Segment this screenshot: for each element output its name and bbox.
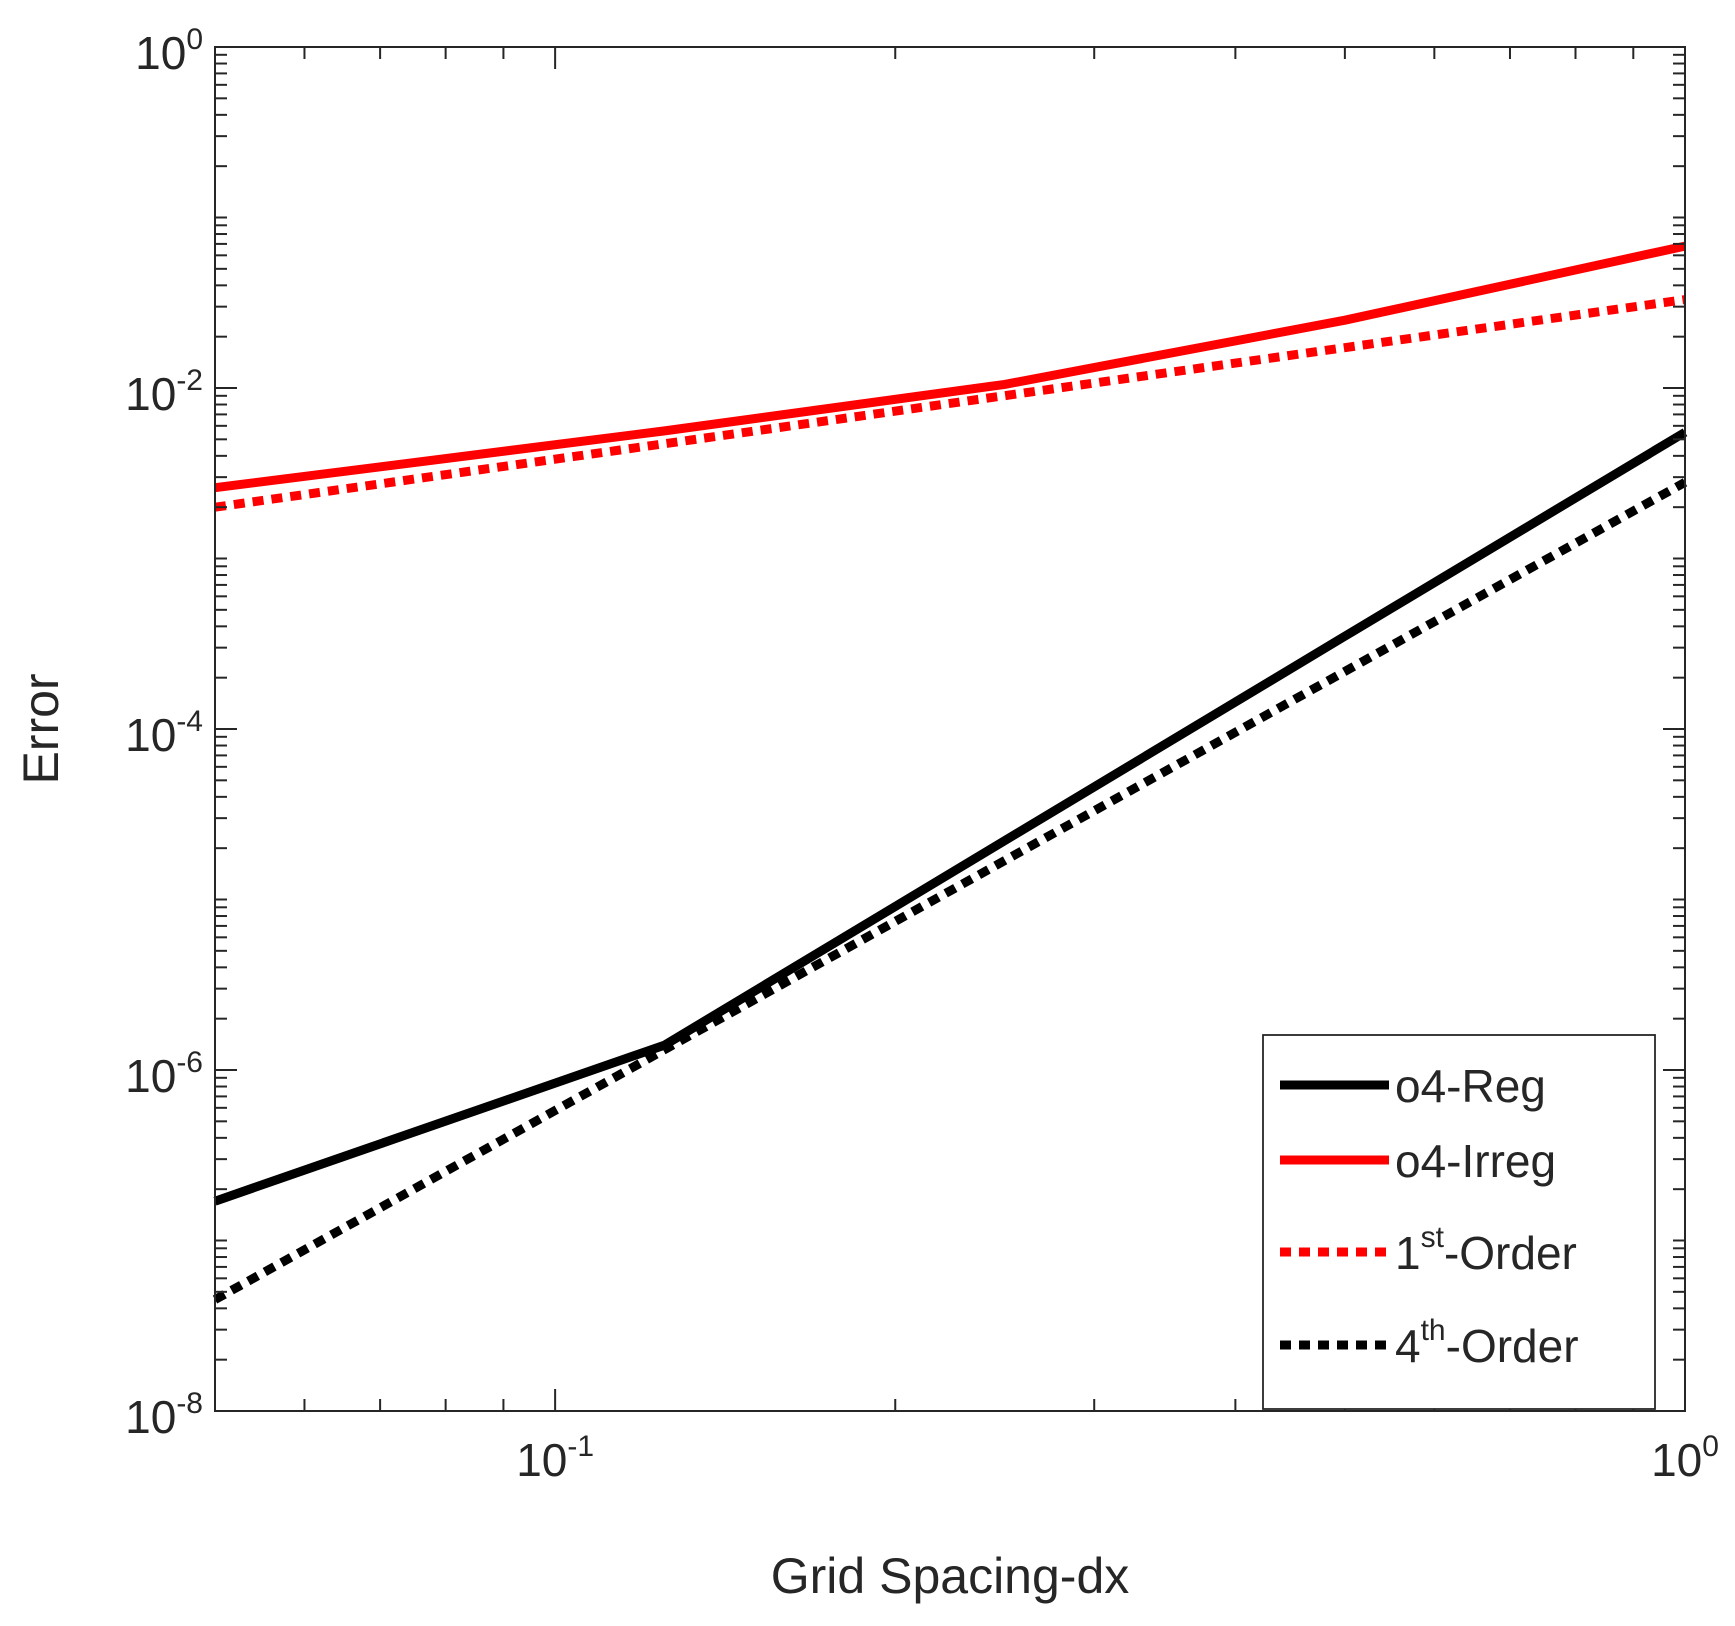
y-tick-label-5: 100: [135, 23, 203, 79]
y-axis-label: Error: [13, 673, 69, 784]
legend-label-2: o4-Irreg: [1395, 1135, 1556, 1187]
series-line-1: [213, 428, 1688, 1206]
tick-labels: 10-1 100 10-8 10-6 10-4 10-2 100: [125, 23, 1719, 1486]
legend: o4-Reg o4-Irreg 1st-Order 4th-Order: [1262, 1034, 1656, 1410]
series-line-3: [214, 295, 1686, 512]
x-tick-label-2: 100: [1651, 1430, 1719, 1486]
y-tick-label-1: 10-8: [125, 1387, 203, 1443]
legend-label-1: o4-Reg: [1395, 1060, 1546, 1112]
legend-label-4: 4th-Order: [1395, 1314, 1579, 1372]
legend-items: o4-Reg o4-Irreg 1st-Order 4th-Order: [1280, 1060, 1579, 1372]
series-layer: [212, 241, 1688, 1304]
legend-label-3: 1st-Order: [1395, 1221, 1577, 1279]
x-tick-label-1: 10-1: [516, 1430, 594, 1486]
y-tick-label-2: 10-6: [125, 1046, 203, 1102]
x-axis-label: Grid Spacing-dx: [771, 1548, 1130, 1604]
y-tick-label-3: 10-4: [125, 705, 203, 761]
series-line-4: [212, 478, 1688, 1304]
y-tick-label-4: 10-2: [125, 364, 203, 420]
series-line-2: [214, 241, 1686, 493]
